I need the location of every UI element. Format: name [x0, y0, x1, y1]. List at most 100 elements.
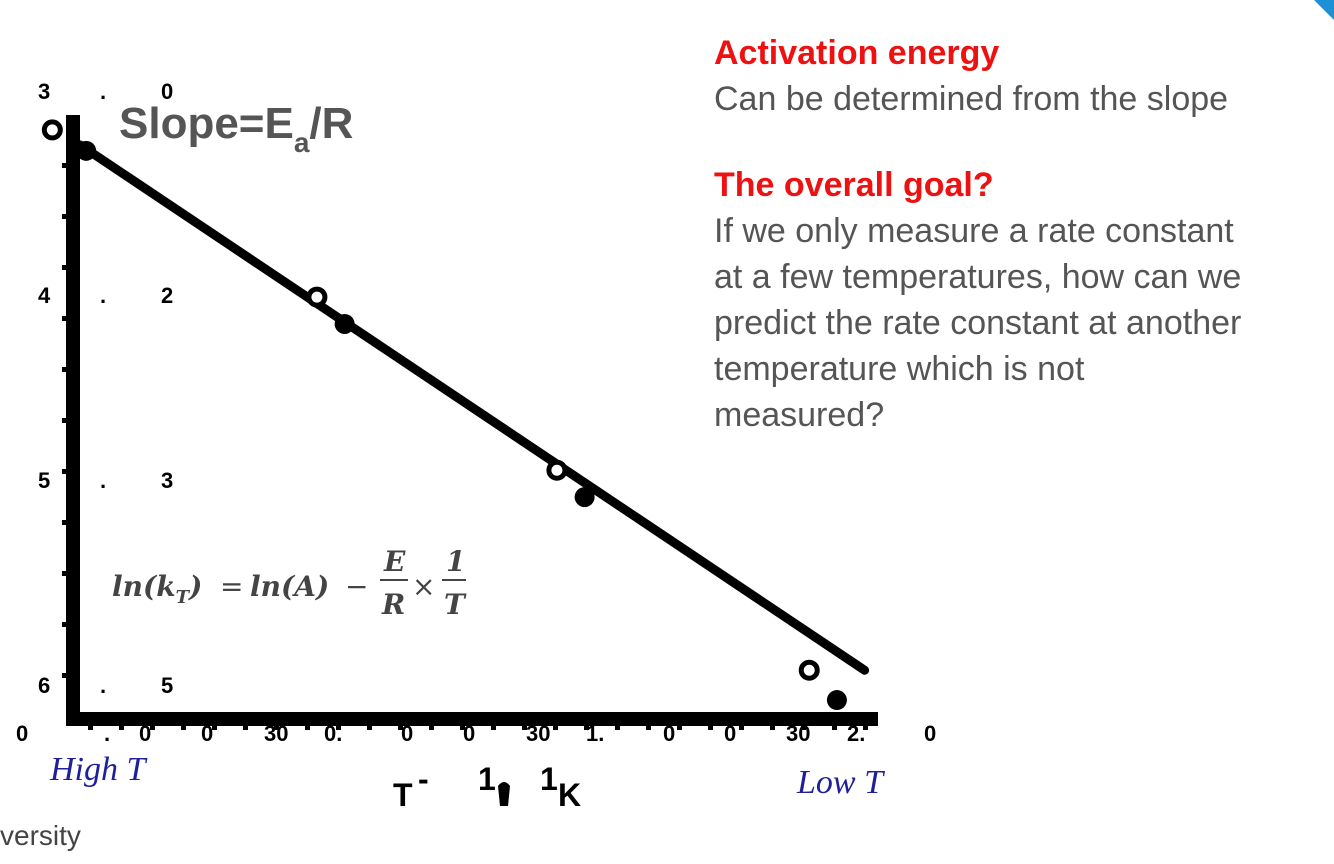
- x-minor-tick: [553, 724, 558, 730]
- eq-minus: −: [345, 570, 368, 603]
- activation-energy-body: Can be determined from the slope: [714, 80, 1229, 118]
- x-minor-tick: [429, 724, 434, 730]
- x-minor-tick: [150, 724, 155, 730]
- xlabel-dash: -: [418, 761, 429, 797]
- eq-frac1-den: R: [381, 588, 405, 621]
- x-minor-tick: [367, 724, 372, 730]
- y-tick-a: 3: [38, 79, 50, 104]
- y-minor-tick: [62, 265, 68, 270]
- arrhenius-equation: ln(kT) = ln(A) − E R × 1 T: [112, 545, 467, 621]
- xlabel-t: T: [393, 777, 413, 813]
- y-tick-label-row-3: 5 . 3: [38, 468, 173, 493]
- x-minor-tick: [832, 724, 837, 730]
- data-point-open: [41, 119, 63, 141]
- x-axis-label: T - 1 1 K: [393, 761, 581, 813]
- x-minor-tick: [336, 724, 341, 730]
- x-tick-label: 0: [139, 721, 151, 746]
- y-minor-tick: [62, 469, 68, 474]
- y-tick-dot: .: [100, 283, 106, 308]
- xlabel-sup1: 1: [478, 761, 496, 797]
- data-point-filled: [76, 140, 97, 161]
- xlabel-sup2: 1: [540, 761, 558, 797]
- eq-equals: =: [220, 570, 243, 603]
- y-axis: [66, 115, 80, 725]
- eq-frac2-num: 1: [446, 545, 465, 578]
- eq-frac2-den: T: [444, 588, 467, 621]
- x-minor-tick: [243, 724, 248, 730]
- y-minor-tick: [62, 163, 68, 168]
- x-tick-label: 2.: [847, 721, 865, 746]
- y-tick-b: 5: [161, 673, 173, 698]
- data-point-open: [798, 659, 820, 681]
- overall-goal-heading: The overall goal?: [714, 166, 994, 204]
- overall-goal-line: measured?: [714, 396, 885, 434]
- corner-decoration: [1314, 0, 1334, 20]
- x-axis-minor-ticks: [88, 724, 868, 730]
- explanation-panel: Activation energy Can be determined from…: [714, 30, 1324, 438]
- y-minor-tick: [62, 673, 68, 678]
- x-tick-label: 30: [264, 721, 288, 746]
- overall-goal-line: temperature which is not: [714, 350, 1085, 388]
- y-tick-label-row-1: 3 . 0: [38, 79, 173, 104]
- slope-label: Slope=Ea/R: [119, 99, 353, 158]
- y-axis-minor-ticks: [62, 163, 68, 678]
- x-tick-label: 0: [724, 721, 736, 746]
- high-t-label: High T: [49, 751, 148, 788]
- y-tick-b: 2: [161, 283, 173, 308]
- y-minor-tick: [62, 571, 68, 576]
- eq-frac2-bar: [442, 579, 466, 581]
- eq-frac1-num: E: [383, 545, 406, 578]
- x-minor-tick: [863, 724, 868, 730]
- eq-rhs-term: ln(A): [250, 570, 329, 603]
- xlabel-k: K: [558, 777, 581, 813]
- eq-frac1-bar: [380, 579, 408, 581]
- overall-goal-line: If we only measure a rate constant: [714, 212, 1234, 250]
- x-minor-tick: [181, 724, 186, 730]
- x-minor-tick: [615, 724, 620, 730]
- overall-goal-line: at a few temperatures, how can we: [714, 258, 1242, 296]
- eq-times: ×: [412, 570, 435, 603]
- x-minor-tick: [677, 724, 682, 730]
- y-minor-tick: [62, 367, 68, 372]
- x-tick-label: 0: [201, 721, 213, 746]
- y-tick-b: 0: [161, 79, 173, 104]
- eq-lhs: ln(kT): [112, 570, 202, 608]
- low-t-label: Low T: [796, 764, 885, 801]
- y-tick-b: 3: [161, 468, 173, 493]
- y-tick-a: 6: [38, 673, 50, 698]
- corner-triangle: [1314, 0, 1334, 20]
- x-minor-tick: [212, 724, 217, 730]
- x-minor-tick: [460, 724, 465, 730]
- y-tick-label-row-2: 4 . 2: [38, 283, 173, 308]
- x-minor-tick: [119, 724, 124, 730]
- footer-university-text: versity: [0, 820, 81, 851]
- data-point-open: [546, 459, 568, 481]
- x-minor-tick: [491, 724, 496, 730]
- y-minor-tick: [62, 316, 68, 321]
- x-tick-label: 0: [16, 721, 28, 746]
- x-tick-label: 0: [924, 721, 936, 746]
- xlabel-glyph: [498, 782, 510, 806]
- y-minor-tick: [62, 520, 68, 525]
- x-tick-label: 0: [463, 721, 475, 746]
- x-tick-label: 30: [786, 721, 810, 746]
- x-minor-tick: [305, 724, 310, 730]
- x-axis: [66, 712, 878, 726]
- data-point-filled: [574, 487, 595, 508]
- regression-line: [75, 140, 870, 675]
- y-minor-tick: [62, 418, 68, 423]
- y-tick-a: 5: [38, 468, 50, 493]
- x-minor-tick: [88, 724, 93, 730]
- activation-energy-heading: Activation energy: [714, 34, 1000, 72]
- data-point-filled: [826, 690, 847, 711]
- x-tick-label: 0: [663, 721, 675, 746]
- y-tick-label-row-4: 6 . 5: [38, 673, 173, 698]
- data-point-open: [306, 286, 328, 308]
- y-minor-tick: [62, 622, 68, 627]
- x-tick-label: 0.: [324, 721, 342, 746]
- x-minor-tick: [274, 724, 279, 730]
- x-minor-tick: [646, 724, 651, 730]
- x-minor-tick: [522, 724, 527, 730]
- x-minor-tick: [584, 724, 589, 730]
